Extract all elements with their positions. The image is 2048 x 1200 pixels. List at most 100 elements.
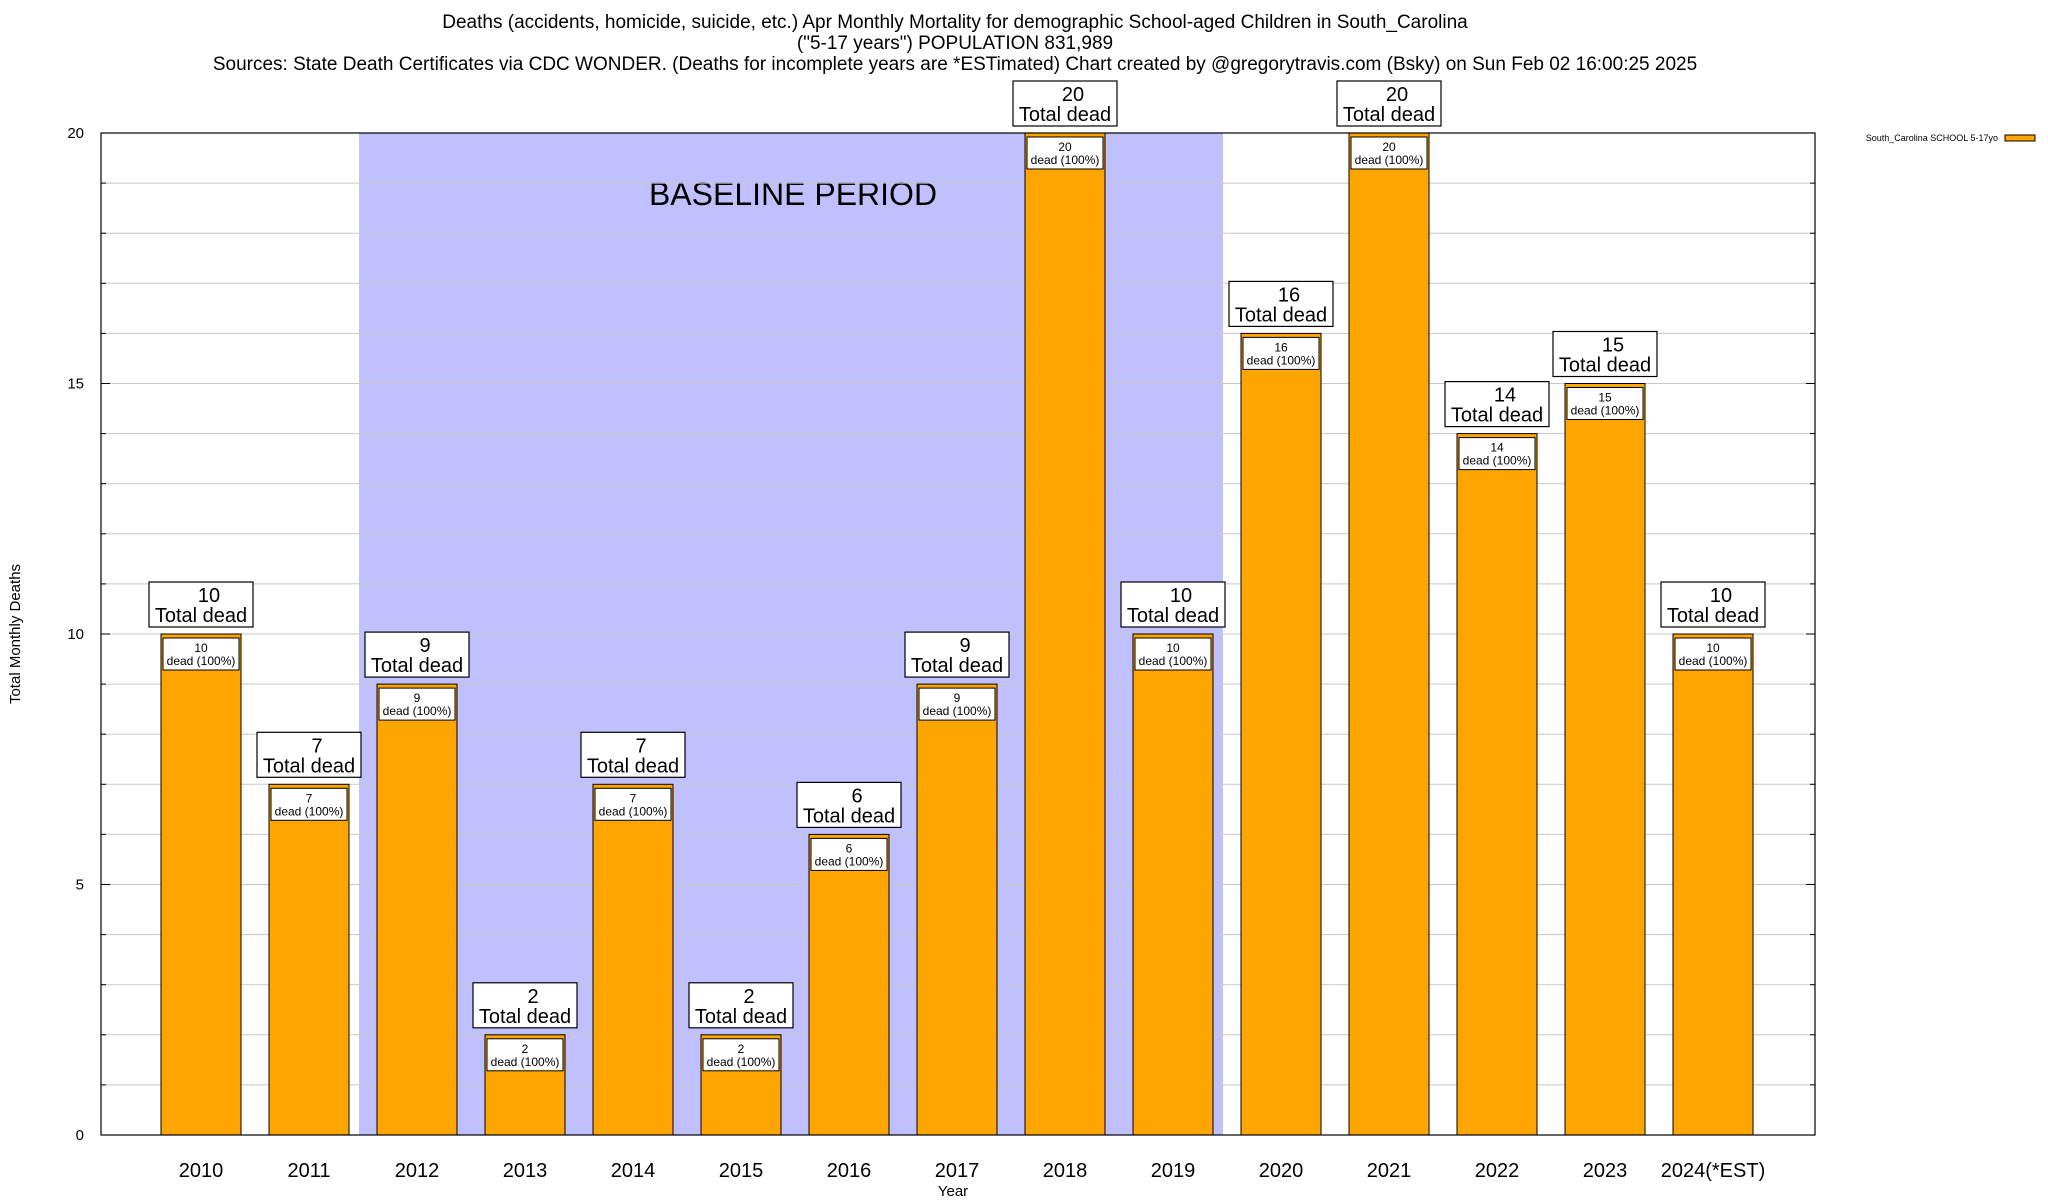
chart-title: Deaths (accidents, homicide, suicide, et… <box>442 12 1468 33</box>
y-tick-label: 20 <box>67 125 84 142</box>
total-label-count: 15 <box>1602 335 1624 357</box>
chart-source-line: Sources: State Death Certificates via CD… <box>212 54 1698 75</box>
bar <box>160 633 242 1136</box>
inner-label-percent: dead (100%) <box>1463 454 1532 468</box>
legend-swatch <box>2004 134 2036 142</box>
baseline-period-label: BASELINE PERIOD <box>649 176 937 212</box>
inner-label-box <box>486 1038 564 1072</box>
x-axis-label: Year <box>938 1183 968 1200</box>
bar <box>808 833 890 1136</box>
total-label-box <box>580 731 686 778</box>
total-label-box <box>256 731 362 778</box>
bar <box>1024 132 1106 1136</box>
total-label-box <box>688 982 794 1029</box>
chart-subtitle: ("5-17 years") POPULATION 831,989 <box>796 33 1114 54</box>
total-label-box <box>1660 581 1766 628</box>
bar <box>1240 332 1322 1136</box>
total-label-count: 10 <box>198 585 220 607</box>
total-label-box <box>364 631 470 678</box>
total-label-box <box>472 982 578 1029</box>
total-label-box <box>1228 280 1334 327</box>
total-label-count: 2 <box>527 986 538 1008</box>
total-label-box <box>1444 381 1550 428</box>
inner-label-count: 10 <box>1166 641 1180 655</box>
total-label-text: Total dead <box>1559 355 1651 377</box>
total-label-count: 14 <box>1494 385 1516 407</box>
inner-label-box <box>270 787 348 821</box>
inner-label-count: 10 <box>1706 641 1720 655</box>
x-tick-label: 2015 <box>719 1160 764 1182</box>
inner-label-count: 9 <box>414 691 421 705</box>
inner-label-percent: dead (100%) <box>1247 353 1316 367</box>
total-label-count: 7 <box>635 735 646 757</box>
inner-label-box <box>1026 136 1104 170</box>
inner-label-count: 20 <box>1382 140 1396 154</box>
total-label-count: 2 <box>743 986 754 1008</box>
inner-label-box <box>810 837 888 871</box>
total-label-text: Total dead <box>371 655 463 677</box>
total-label-text: Total dead <box>1235 304 1327 326</box>
inner-label-count: 7 <box>306 791 313 805</box>
inner-label-percent: dead (100%) <box>707 1055 776 1069</box>
bar <box>376 683 458 1136</box>
bar <box>268 783 350 1136</box>
total-label-box <box>148 581 254 628</box>
total-label-text: Total dead <box>155 605 247 627</box>
total-label-text: Total dead <box>263 755 355 777</box>
x-tick-label: 2017 <box>935 1160 980 1182</box>
total-label-box <box>1552 330 1658 378</box>
x-tick-label: 2021 <box>1367 1160 1412 1182</box>
total-label-count: 16 <box>1278 284 1300 306</box>
total-label-text: Total dead <box>1127 605 1219 627</box>
y-tick-label: 5 <box>76 877 84 894</box>
total-label-count: 20 <box>1062 84 1084 106</box>
inner-label-percent: dead (100%) <box>923 704 992 718</box>
inner-label-count: 7 <box>630 791 637 805</box>
inner-label-count: 20 <box>1058 140 1072 154</box>
inner-label-box <box>702 1038 780 1072</box>
bar <box>1348 132 1430 1136</box>
inner-label-percent: dead (100%) <box>1031 153 1100 167</box>
total-label-box <box>796 781 902 829</box>
total-label-count: 20 <box>1386 84 1408 106</box>
inner-label-percent: dead (100%) <box>815 854 884 868</box>
inner-label-percent: dead (100%) <box>167 654 236 668</box>
bar <box>592 783 674 1136</box>
inner-label-count: 10 <box>194 641 208 655</box>
x-tick-label: 2024(*EST) <box>1661 1160 1766 1182</box>
total-label-text: Total dead <box>1667 605 1759 627</box>
total-label-text: Total dead <box>1343 104 1435 126</box>
inner-label-box <box>1458 437 1536 471</box>
total-label-text: Total dead <box>911 655 1003 677</box>
inner-label-count: 16 <box>1274 340 1288 354</box>
y-tick-label: 15 <box>67 376 84 393</box>
total-label-box <box>1336 80 1442 127</box>
y-tick-label: 0 <box>76 1127 84 1144</box>
x-tick-label: 2016 <box>827 1160 872 1182</box>
inner-label-count: 2 <box>522 1042 529 1056</box>
x-tick-label: 2011 <box>287 1160 330 1182</box>
inner-label-percent: dead (100%) <box>1139 654 1208 668</box>
inner-label-count: 2 <box>738 1042 745 1056</box>
inner-label-box <box>1134 637 1212 671</box>
x-tick-label: 2013 <box>503 1160 548 1182</box>
inner-label-count: 15 <box>1598 391 1612 405</box>
legend: South_Carolina SCHOOL 5-17yo <box>1866 133 2036 143</box>
total-label-count: 10 <box>1710 585 1732 607</box>
inner-label-percent: dead (100%) <box>599 804 668 818</box>
x-tick-label: 2012 <box>395 1160 440 1182</box>
inner-label-box <box>378 687 456 721</box>
y-axis-label: Total Monthly Deaths <box>7 564 24 704</box>
inner-label-count: 9 <box>954 691 961 705</box>
inner-label-box <box>1566 387 1644 420</box>
total-label-text: Total dead <box>1451 405 1543 427</box>
total-label-count: 6 <box>851 785 862 807</box>
bar <box>1564 383 1646 1136</box>
bar <box>1672 633 1754 1136</box>
bar <box>1456 433 1538 1136</box>
inner-label-count: 6 <box>846 841 853 855</box>
x-tick-label: 2010 <box>179 1160 224 1182</box>
total-label-box <box>1012 80 1118 127</box>
inner-label-box <box>1242 336 1320 370</box>
